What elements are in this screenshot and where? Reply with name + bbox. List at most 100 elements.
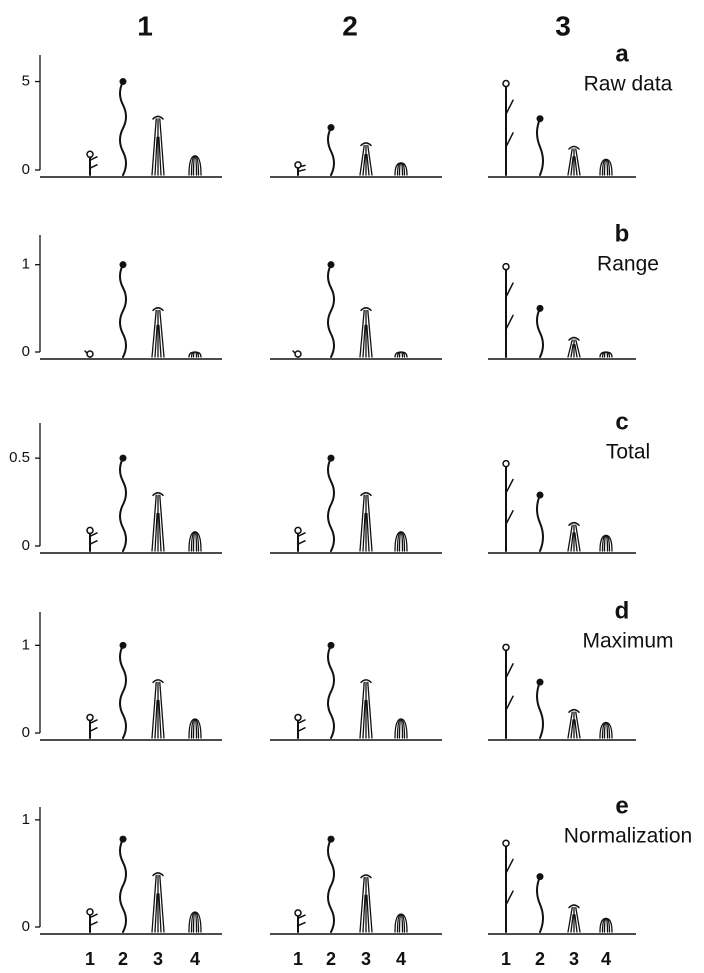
plant [151,115,165,176]
plant [599,351,613,358]
blade [567,148,573,176]
blade [359,681,365,739]
dome [188,911,202,933]
plant [86,908,98,933]
plant [536,678,544,739]
blade [567,906,573,933]
plant [294,526,306,552]
plant [567,904,581,933]
leaf [89,540,98,545]
plant [327,124,335,176]
blade [575,711,581,739]
flower [119,835,127,843]
blade [574,914,578,933]
blade [570,532,574,552]
leaf [297,532,306,538]
blade [158,324,162,358]
blade [574,532,578,552]
flower [360,142,372,147]
y-tick-label: 1 [22,256,30,273]
y-tick-label: 1 [22,636,30,653]
dome [601,721,611,739]
leaf [505,663,514,679]
blade [151,118,157,176]
blade [366,153,370,176]
blade [367,144,373,176]
x-tick-label: 4 [190,949,200,969]
flower [568,521,580,526]
blade [159,118,165,176]
flower [152,115,164,120]
plant [327,641,335,739]
panel-title: Normalization [564,825,692,848]
leaf [89,921,98,927]
dome [188,531,202,552]
panel-letter: c [615,408,628,435]
leaf [505,510,514,525]
plant [536,873,544,933]
blade [151,874,157,933]
panel-letter: d [615,597,630,624]
x-tick-label: 2 [326,949,336,969]
dome [394,162,408,176]
flower [119,641,127,649]
blade [151,494,157,552]
leaf [505,695,514,711]
leaf [505,478,514,494]
leaf [297,168,306,173]
blade [159,681,165,739]
blade [367,309,373,358]
flower [119,454,127,462]
plant [394,162,408,176]
plant [294,909,306,933]
blade [574,156,578,176]
plant [567,708,581,739]
flower [536,491,544,499]
dome [601,917,611,933]
blade [158,893,162,933]
x-tick-label: 1 [293,949,303,969]
blade [362,153,366,176]
plant [502,262,514,358]
flower [568,904,580,909]
stem [327,644,335,739]
plant [394,718,408,739]
flower [327,835,335,843]
flower [360,492,372,497]
plant [599,158,613,176]
dome [190,531,200,552]
x-tick-label: 3 [569,949,579,969]
dome [398,913,404,933]
stem [119,457,127,552]
plant [536,115,544,176]
column-header: 2 [342,10,358,41]
flower [152,307,164,312]
flower [294,161,302,169]
plant [599,534,613,552]
dome [396,913,406,933]
panel-title: Maximum [582,630,673,653]
dome [190,351,200,358]
flower [152,872,164,877]
dome [601,158,611,176]
flower [294,909,302,917]
leaf [505,314,514,331]
dome [603,351,609,358]
blade [151,309,157,358]
plant [119,835,127,933]
blade [154,699,158,739]
blade [575,339,581,358]
dome [190,911,200,933]
y-tick-label: 0 [22,724,30,741]
dome [396,351,406,358]
dome [394,718,408,739]
blade [159,874,165,933]
dome [192,351,198,358]
dome [188,351,202,358]
flower [152,679,164,684]
plant [599,721,613,739]
dome [192,911,198,933]
blade [151,681,157,739]
dome [396,531,406,552]
x-tick-label: 4 [601,949,611,969]
